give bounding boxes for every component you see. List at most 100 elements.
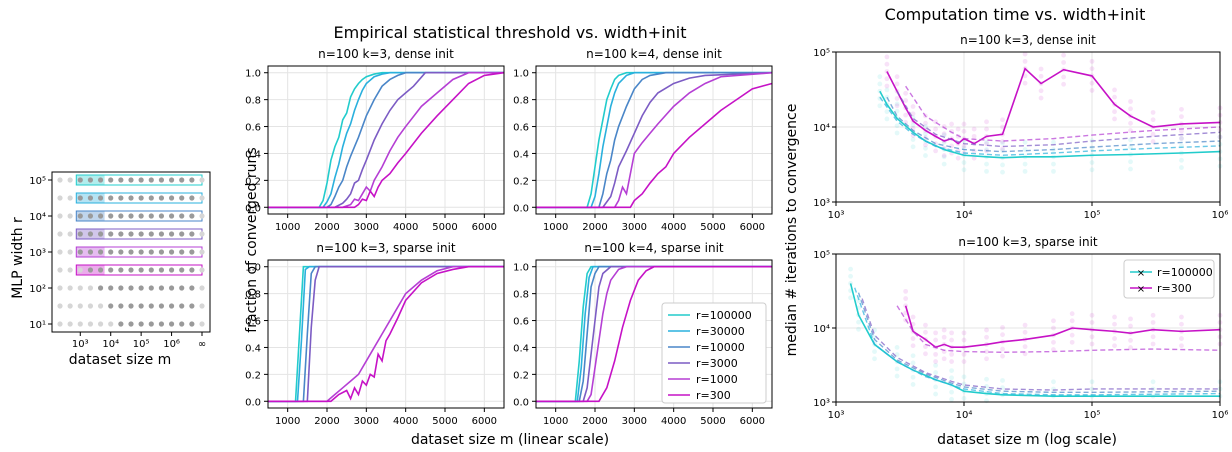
series-line-r-300	[268, 71, 505, 209]
y-tick-label: 10⁵	[813, 48, 830, 59]
run-point	[933, 362, 939, 368]
series-line-r-300	[536, 82, 773, 209]
run-point	[1179, 114, 1184, 120]
run-point	[1179, 321, 1184, 327]
y-tick-label: 10³	[29, 248, 46, 259]
run-point	[1112, 321, 1117, 327]
series-line-r-30000	[268, 71, 504, 209]
grid-point	[168, 177, 175, 183]
series-line-r-30000-dashed	[879, 96, 1221, 156]
run-point	[877, 74, 883, 80]
x-tick-label: 10⁴	[956, 410, 973, 421]
y-tick-label: 10²	[29, 284, 46, 295]
series-line-r-100000	[536, 71, 772, 209]
run-point	[910, 137, 916, 142]
y-tick-label: 0.2	[513, 370, 529, 381]
grid-point	[158, 231, 165, 237]
run-point	[1022, 344, 1028, 350]
subplot-n-100-k-3-dense-init: 10³ 10⁴ 10⁵ 10⁶ 10³ 10⁴ 10⁵ n=100 k=3, dense in…	[813, 33, 1228, 221]
run-point	[1089, 167, 1095, 173]
subplot-n-100-k-3-sparse-init: 10³ 10⁴ 10⁵ 10⁶ 10³ 10⁴ 10⁵ n=100 k=3, sparse i…	[813, 235, 1228, 421]
grid-point	[158, 285, 165, 291]
run-point	[1128, 137, 1133, 143]
grid-point	[128, 231, 134, 237]
y-tick-label: 0.4	[513, 343, 529, 354]
run-point	[949, 389, 954, 395]
grid-point	[128, 321, 134, 327]
grid-point	[179, 321, 185, 327]
run-point	[1022, 73, 1028, 79]
run-point	[923, 153, 928, 158]
run-point	[933, 148, 939, 154]
computation-ylabel: median # iterations to convergence	[784, 104, 800, 357]
run-point	[949, 375, 954, 381]
x-tick-label: 6000	[472, 222, 497, 233]
run-point	[961, 374, 967, 380]
grid-point	[97, 267, 104, 273]
run-point	[955, 155, 961, 161]
grid-point	[67, 177, 73, 183]
run-point	[1112, 314, 1117, 320]
grid-point	[158, 213, 165, 219]
grid-point	[189, 303, 195, 309]
run-point	[1179, 336, 1184, 341]
run-point	[1112, 343, 1117, 349]
run-point	[1051, 318, 1056, 324]
grid-point	[67, 249, 73, 255]
grid-point	[148, 249, 154, 255]
run-point	[1128, 106, 1133, 112]
grid-point	[158, 267, 165, 273]
series-line-r-100000	[268, 265, 504, 403]
grid-point	[77, 321, 83, 327]
subplot-frame	[835, 51, 1221, 203]
x-tick-label: 10⁵	[133, 339, 150, 350]
subplot-frame	[535, 259, 773, 409]
grid-point	[77, 231, 83, 237]
run-point	[1128, 323, 1133, 329]
grid-point	[138, 177, 144, 183]
run-point	[1022, 168, 1028, 174]
grid-point	[97, 303, 104, 309]
subplot-title: n=100 k=4, sparse init	[584, 241, 724, 255]
legend-label: r=3000	[696, 357, 738, 370]
run-point	[941, 356, 947, 362]
grid-point	[118, 303, 124, 309]
y-tick-label: 1.0	[513, 263, 529, 274]
series-line-r-100000	[268, 71, 504, 209]
run-point	[961, 330, 967, 336]
x-tick-label: 10⁶	[1212, 410, 1229, 421]
x-tick-label: 10³	[828, 410, 845, 421]
run-point	[961, 395, 967, 401]
run-point	[884, 87, 890, 93]
run-point	[856, 319, 861, 325]
grid-point	[168, 213, 175, 219]
legend-label: r=10000	[696, 341, 745, 354]
x-tick-label: 2000	[582, 416, 607, 427]
run-point	[1179, 314, 1184, 320]
run-point	[933, 126, 939, 132]
run-point	[1051, 339, 1056, 345]
subplot-frame	[267, 65, 505, 215]
grid-point	[199, 231, 205, 237]
run-point	[923, 131, 928, 137]
run-point	[941, 153, 947, 158]
run-point	[1128, 159, 1133, 165]
grid-point	[168, 249, 175, 255]
grid-point	[57, 303, 63, 309]
computation-panel: 10³ 10⁴ 10⁵ 10⁶ 10³ 10⁴ 10⁵ n=100 k=3, dense in…	[813, 33, 1228, 421]
y-tick-label: 0.6	[513, 317, 529, 328]
run-point	[1089, 341, 1095, 347]
subplot-n-100-k-3-sparse-init: 1000 2000 3000 4000 5000 6000 0.0 0.2 0.4 0.6 0.8 1…	[245, 241, 505, 427]
grid-point	[118, 213, 124, 219]
legend-label: r=100000	[1157, 266, 1213, 279]
grid-point	[179, 267, 185, 273]
run-point	[1150, 379, 1156, 385]
run-point	[884, 83, 890, 89]
x-tick-label: 2000	[314, 416, 339, 427]
grid-point	[199, 303, 205, 309]
grid-point	[148, 285, 154, 291]
run-point	[923, 351, 928, 357]
run-point	[923, 329, 928, 335]
grid-point	[168, 267, 175, 273]
run-point	[877, 103, 883, 109]
